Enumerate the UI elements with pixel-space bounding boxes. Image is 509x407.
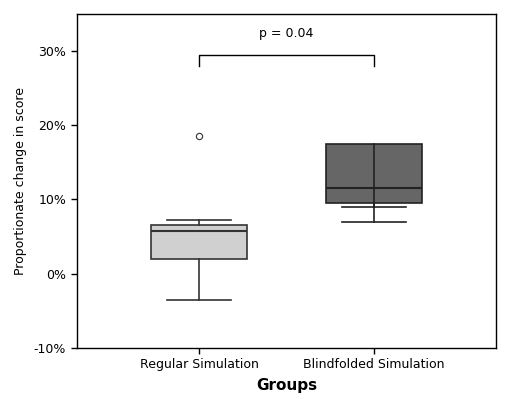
Bar	[151, 225, 246, 259]
Text: p = 0.04: p = 0.04	[259, 27, 313, 40]
Y-axis label: Proportionate change in score: Proportionate change in score	[14, 87, 27, 275]
X-axis label: Groups: Groups	[256, 378, 316, 393]
Bar	[325, 144, 421, 203]
